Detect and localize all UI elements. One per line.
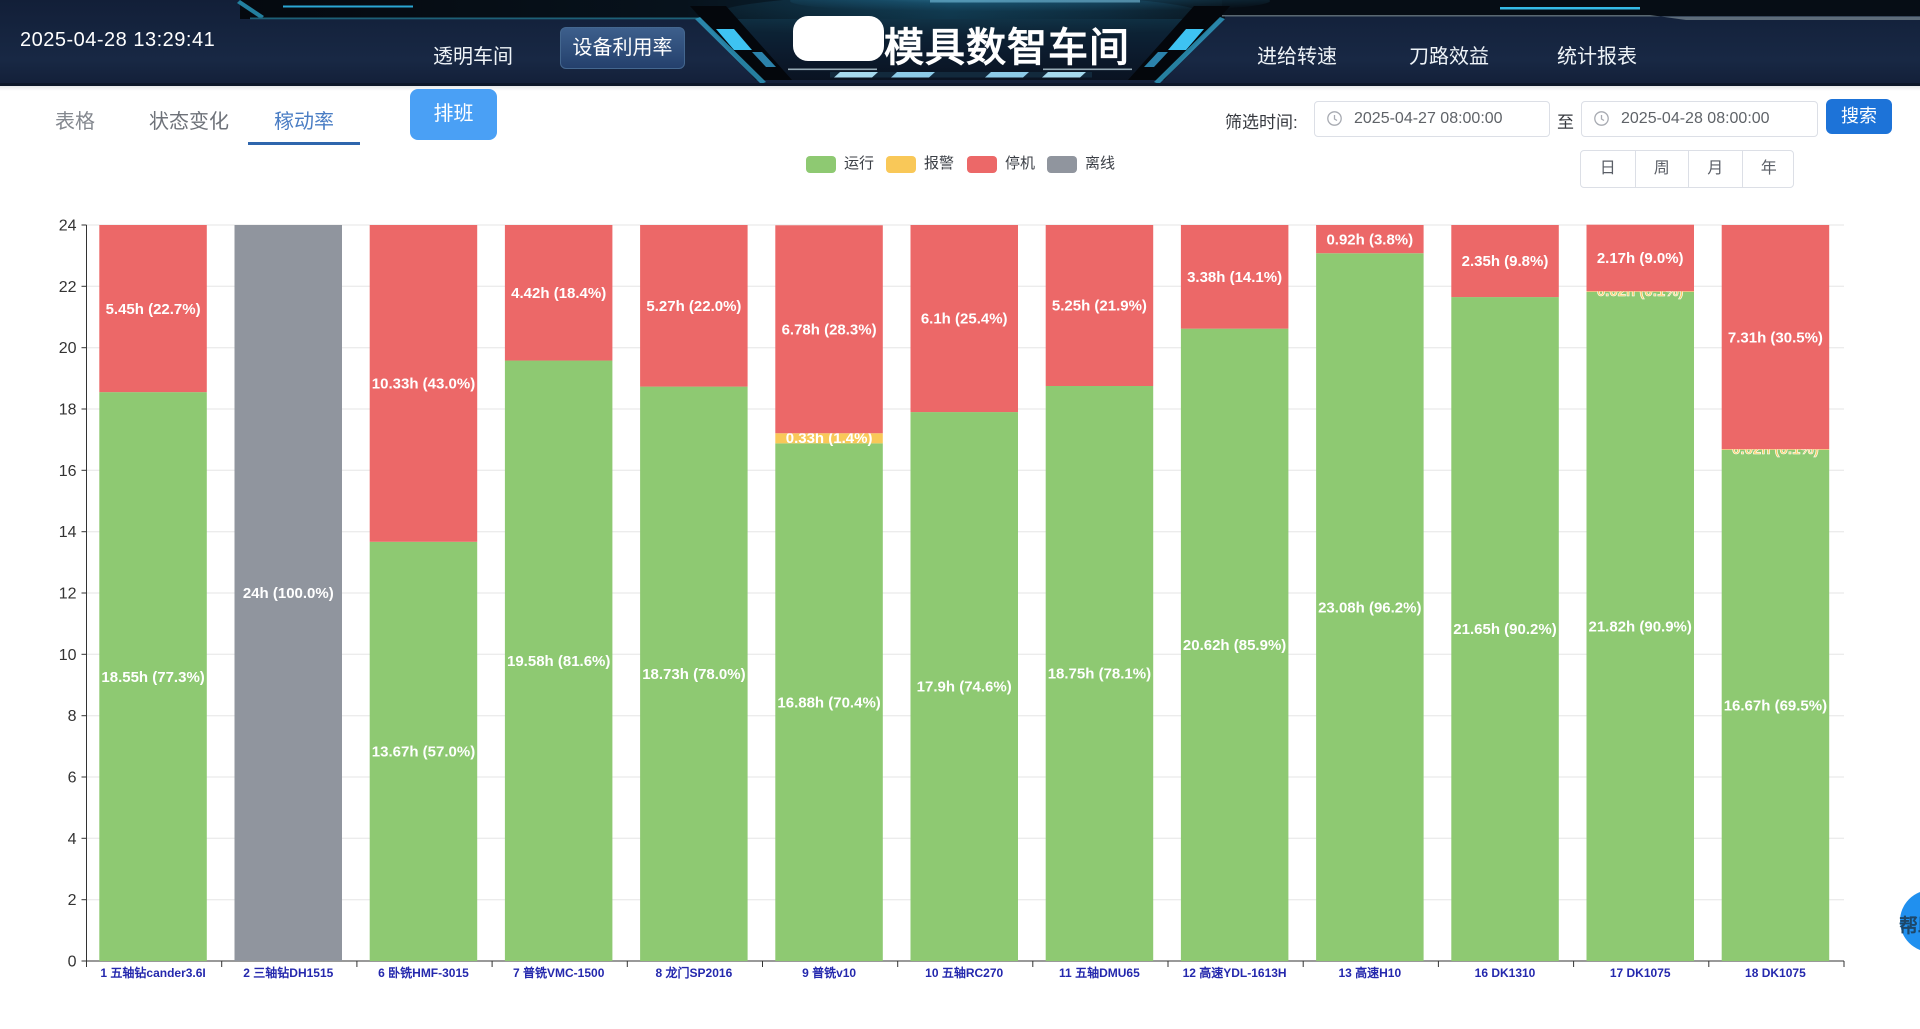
svg-text:17 DK1075: 17 DK1075 xyxy=(1610,966,1671,980)
svg-text:18.75h (78.1%): 18.75h (78.1%) xyxy=(1048,666,1151,683)
svg-text:0: 0 xyxy=(68,954,77,971)
svg-text:18.55h (77.3%): 18.55h (77.3%) xyxy=(101,669,204,686)
svg-text:24h (100.0%): 24h (100.0%) xyxy=(243,585,334,602)
svg-text:0.92h (3.8%): 0.92h (3.8%) xyxy=(1326,231,1413,248)
svg-text:18.73h (78.0%): 18.73h (78.0%) xyxy=(642,666,745,683)
svg-text:18: 18 xyxy=(59,402,77,419)
svg-text:20.62h (85.9%): 20.62h (85.9%) xyxy=(1183,637,1286,654)
svg-text:1 五轴钻cander3.6I: 1 五轴钻cander3.6I xyxy=(100,965,205,980)
svg-text:21.82h (90.9%): 21.82h (90.9%) xyxy=(1589,619,1692,636)
svg-text:4.42h (18.4%): 4.42h (18.4%) xyxy=(511,285,606,302)
svg-text:6.78h (28.3%): 6.78h (28.3%) xyxy=(782,322,877,339)
svg-text:2 三轴钻DH1515: 2 三轴钻DH1515 xyxy=(243,965,333,980)
svg-text:0.33h (1.4%): 0.33h (1.4%) xyxy=(786,430,873,447)
svg-text:10: 10 xyxy=(59,647,77,664)
svg-text:16 DK1310: 16 DK1310 xyxy=(1475,966,1536,980)
svg-text:3.38h (14.1%): 3.38h (14.1%) xyxy=(1187,269,1282,286)
svg-text:2: 2 xyxy=(68,892,77,909)
svg-text:10 五轴RC270: 10 五轴RC270 xyxy=(925,965,1003,980)
svg-text:9 普铣v10: 9 普铣v10 xyxy=(802,965,856,980)
svg-text:8: 8 xyxy=(68,708,77,725)
svg-text:5.27h (22.0%): 5.27h (22.0%) xyxy=(646,298,741,315)
svg-text:13 高速H10: 13 高速H10 xyxy=(1338,965,1401,980)
svg-text:18 DK1075: 18 DK1075 xyxy=(1745,966,1806,980)
svg-text:5.45h (22.7%): 5.45h (22.7%) xyxy=(106,301,201,318)
svg-text:4: 4 xyxy=(68,831,77,848)
svg-text:10.33h (43.0%): 10.33h (43.0%) xyxy=(372,376,475,393)
svg-text:2.35h (9.8%): 2.35h (9.8%) xyxy=(1462,253,1549,270)
svg-text:5.25h (21.9%): 5.25h (21.9%) xyxy=(1052,298,1147,315)
svg-text:6 卧铣HMF-3015: 6 卧铣HMF-3015 xyxy=(378,965,469,980)
svg-text:21.65h (90.2%): 21.65h (90.2%) xyxy=(1453,621,1556,638)
svg-text:12 高速YDL-1613H: 12 高速YDL-1613H xyxy=(1183,965,1287,980)
svg-text:23.08h (96.2%): 23.08h (96.2%) xyxy=(1318,599,1421,616)
svg-text:7.31h (30.5%): 7.31h (30.5%) xyxy=(1728,329,1823,346)
svg-text:12: 12 xyxy=(59,586,77,603)
svg-text:2.17h (9.0%): 2.17h (9.0%) xyxy=(1597,250,1684,267)
svg-text:8 龙门SP2016: 8 龙门SP2016 xyxy=(656,965,733,980)
svg-text:20: 20 xyxy=(59,340,77,357)
svg-text:6.1h (25.4%): 6.1h (25.4%) xyxy=(921,311,1008,328)
svg-text:24: 24 xyxy=(59,218,77,235)
svg-text:16: 16 xyxy=(59,463,77,480)
svg-text:11 五轴DMU65: 11 五轴DMU65 xyxy=(1059,965,1140,980)
svg-text:13.67h (57.0%): 13.67h (57.0%) xyxy=(372,744,475,761)
svg-text:16.67h (69.5%): 16.67h (69.5%) xyxy=(1724,698,1827,715)
svg-text:22: 22 xyxy=(59,279,77,296)
svg-text:19.58h (81.6%): 19.58h (81.6%) xyxy=(507,653,610,670)
svg-text:6: 6 xyxy=(68,770,77,787)
svg-text:7 普铣VMC-1500: 7 普铣VMC-1500 xyxy=(513,965,605,980)
svg-text:16.88h (70.4%): 16.88h (70.4%) xyxy=(777,694,880,711)
svg-text:14: 14 xyxy=(59,524,77,541)
svg-text:17.9h (74.6%): 17.9h (74.6%) xyxy=(917,679,1012,696)
